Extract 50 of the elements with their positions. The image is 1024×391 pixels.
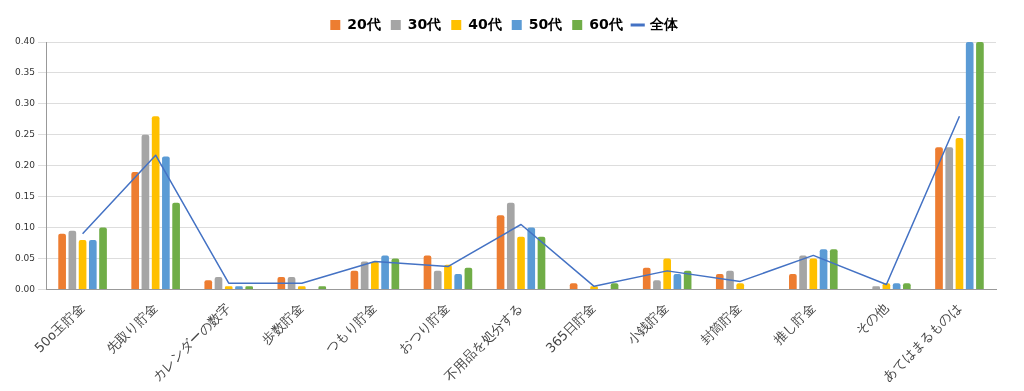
x-tick-label: つもり貯金 <box>322 299 380 357</box>
x-tick-label: 封筒貯金 <box>697 299 745 348</box>
y-tick-label: 0.25 <box>14 129 36 140</box>
bar <box>381 255 389 289</box>
x-tick-label: 先取り貯金 <box>103 299 161 357</box>
x-tick-label: 推し貯金 <box>770 299 818 348</box>
bar <box>172 202 180 289</box>
legend-label: 40代 <box>468 15 502 32</box>
y-tick-label: 0.20 <box>14 160 36 171</box>
legend-label: 全体 <box>648 15 679 32</box>
y-tick-label: 0.35 <box>14 67 36 78</box>
bar <box>517 236 525 289</box>
y-tick-label: 0.40 <box>14 36 36 47</box>
y-tick-label: 0.10 <box>14 221 36 232</box>
bar <box>965 42 974 289</box>
bar <box>131 171 140 289</box>
bar <box>976 42 984 289</box>
bar <box>935 147 943 289</box>
bar <box>391 258 400 289</box>
bar <box>829 249 838 289</box>
legend-label: 30代 <box>407 15 442 32</box>
y-tick-label: 0.00 <box>14 283 36 294</box>
bar <box>99 227 107 289</box>
bar <box>88 239 97 289</box>
bar <box>642 267 651 289</box>
y-tick-label: 0.05 <box>14 252 36 263</box>
bar <box>151 116 160 289</box>
bar <box>673 273 682 289</box>
bar <box>444 264 452 289</box>
bar <box>371 261 379 289</box>
bar <box>809 258 818 289</box>
bar <box>464 267 473 289</box>
bar <box>162 156 170 289</box>
legend-label: 60代 <box>589 15 623 32</box>
bar <box>58 233 66 289</box>
bar <box>789 273 797 289</box>
bar <box>955 137 964 289</box>
bar <box>78 239 87 289</box>
x-tick-label: おつり貯金 <box>395 299 453 357</box>
legend-label: 20代 <box>347 15 381 32</box>
bar <box>454 273 463 289</box>
x-tick-label: 小銭貯金 <box>624 299 672 348</box>
legend-label: 50代 <box>528 15 563 32</box>
x-tick-label: 歩数貯金 <box>258 299 307 348</box>
y-tick-label: 0.15 <box>14 190 36 201</box>
bar <box>663 258 671 289</box>
y-tick-label: 0.30 <box>14 98 36 109</box>
bar <box>527 227 536 289</box>
x-tick-label: その他 <box>852 299 891 339</box>
bar <box>350 270 359 289</box>
